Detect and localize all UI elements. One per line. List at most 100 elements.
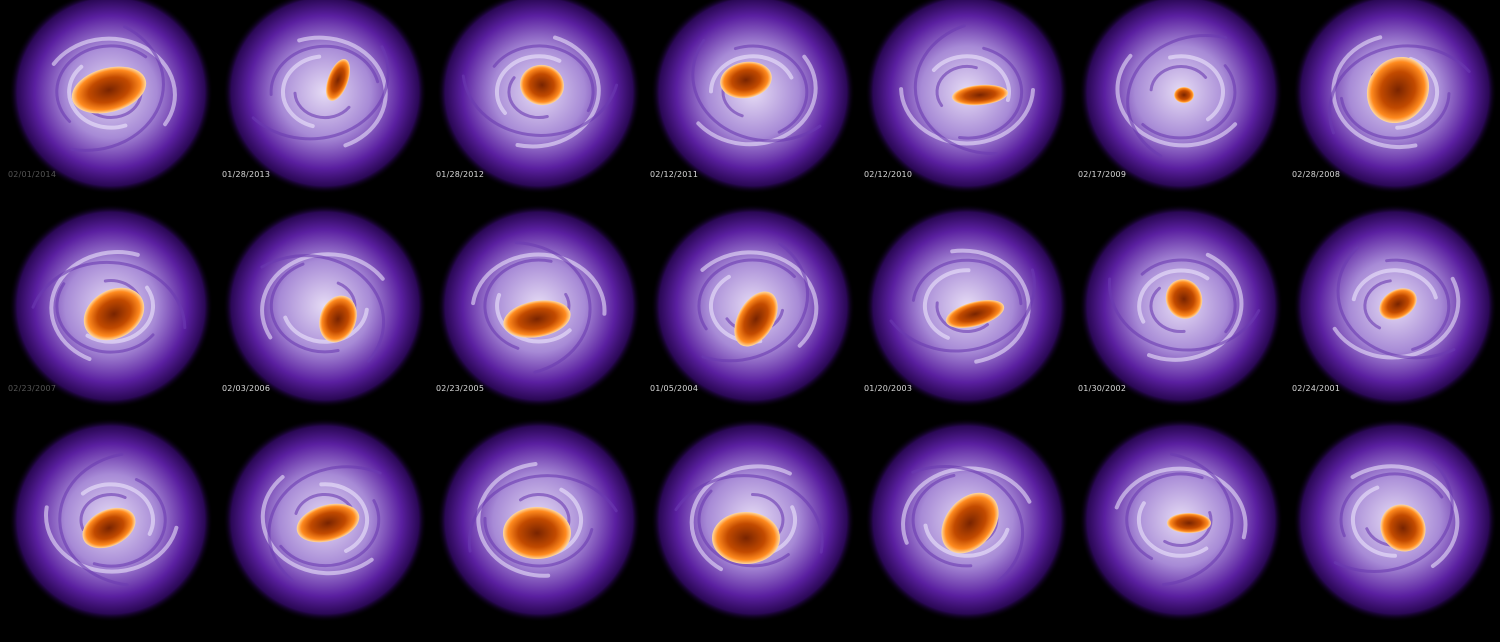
polar-vortex-globe xyxy=(1293,418,1497,622)
polar-vortex-globe xyxy=(437,0,641,194)
swirl-arc xyxy=(1331,35,1418,150)
swirl-arc xyxy=(911,474,973,568)
globe-halo xyxy=(223,0,427,194)
vortex-core xyxy=(1380,504,1426,552)
vortex-core xyxy=(734,291,778,347)
swirl-arc xyxy=(913,24,998,156)
vortex-panel xyxy=(860,418,1074,642)
vortex-panel: 02/01/2014 xyxy=(4,0,218,214)
vortex-panel: 01/20/2003 xyxy=(860,204,1074,428)
swirl-arc xyxy=(58,452,129,587)
vortex-panel xyxy=(4,418,218,642)
swirl-arc xyxy=(467,474,618,553)
swirl-arc xyxy=(691,39,822,143)
polar-vortex-globe xyxy=(1293,204,1497,408)
date-label: 01/28/2013 xyxy=(222,170,271,179)
vortex-panel: 02/23/2005 xyxy=(432,204,646,428)
polar-vortex-globe xyxy=(223,0,427,194)
swirl-arc xyxy=(1115,53,1238,148)
swirl-arc xyxy=(49,250,140,361)
vortex-panel: 02/12/2011 xyxy=(646,0,860,214)
swirl-arc xyxy=(911,465,1025,583)
date-label: 02/24/2001 xyxy=(1292,384,1341,393)
swirl-arc xyxy=(294,492,354,515)
swirl-arc xyxy=(1333,461,1454,573)
swirl-arc xyxy=(86,90,143,120)
vortex-panel: 02/23/2007 xyxy=(4,204,218,428)
date-label: 01/20/2003 xyxy=(864,384,913,393)
swirl-arc xyxy=(79,493,127,532)
polar-vortex-globe xyxy=(651,418,855,622)
swirl-arc xyxy=(923,523,1010,558)
polar-vortex-globe xyxy=(437,418,641,622)
date-label: 02/23/2005 xyxy=(436,384,485,393)
swirl-arc xyxy=(476,462,551,578)
swirl-arc xyxy=(1149,65,1208,92)
swirl-arc xyxy=(55,282,155,354)
swirl-arc xyxy=(950,248,1031,364)
vortex-panel xyxy=(1074,418,1288,642)
swirl-arc xyxy=(495,293,572,344)
swirl-arc xyxy=(319,482,369,553)
vortex-panel: 02/17/2009 xyxy=(1074,0,1288,214)
swirl-arc xyxy=(85,285,155,344)
swirl-arc xyxy=(709,54,794,94)
swirl-arc xyxy=(1126,33,1228,158)
date-label: 02/28/2008 xyxy=(1292,170,1341,179)
polar-vortex-globe xyxy=(865,418,1069,622)
swirl-arc xyxy=(901,466,1032,545)
vortex-panel: 02/03/2006 xyxy=(218,204,432,428)
vortex-panel xyxy=(1288,418,1500,642)
swirl-arc xyxy=(44,505,179,574)
swirl-arc xyxy=(70,25,165,152)
vortex-core xyxy=(82,507,136,549)
date-label: 02/01/2014 xyxy=(8,170,57,179)
polar-vortex-globe xyxy=(1079,204,1283,408)
swirl-arc xyxy=(1351,268,1438,302)
polar-vortex-globe xyxy=(865,0,1069,194)
swirl-arc xyxy=(1168,54,1225,122)
swirl-arc xyxy=(471,252,607,316)
polar-vortex-globe xyxy=(437,204,641,408)
vortex-panel: 02/12/2010 xyxy=(860,0,1074,214)
vortex-core xyxy=(296,503,360,543)
vortex-core xyxy=(503,507,571,559)
swirl-arc xyxy=(1395,56,1440,130)
vortex-core xyxy=(945,300,1005,328)
swirl-arc xyxy=(51,36,177,127)
vortex-panel: 02/28/2008 xyxy=(1288,0,1500,214)
swirl-arc xyxy=(1350,464,1460,568)
polar-vortex-globe xyxy=(9,418,213,622)
swirl-arc xyxy=(293,91,351,119)
swirl-arc xyxy=(80,482,155,536)
swirl-arc xyxy=(1385,258,1451,351)
swirl-arc xyxy=(674,474,824,554)
swirl-arc xyxy=(696,54,818,147)
swirl-arc xyxy=(67,64,128,130)
swirl-arc xyxy=(1339,472,1444,538)
vortex-panel xyxy=(432,418,646,642)
swirl-arc xyxy=(1125,472,1204,560)
vortex-core xyxy=(83,287,145,341)
swirl-arc xyxy=(269,262,340,354)
swirl-arc xyxy=(931,54,1011,102)
date-label: 02/12/2011 xyxy=(650,170,699,179)
swirl-arc xyxy=(1328,44,1471,135)
swirl-arc xyxy=(733,44,809,134)
date-label: 01/05/2004 xyxy=(650,384,699,393)
swirl-arc xyxy=(251,45,390,141)
swirl-arc xyxy=(701,242,810,363)
vortex-panel: 01/30/2002 xyxy=(1074,204,1288,428)
swirl-arc xyxy=(514,241,592,374)
vortex-panel xyxy=(218,418,432,642)
vortex-core xyxy=(712,512,780,564)
swirl-arc xyxy=(911,258,1023,306)
polar-vortex-globe xyxy=(651,0,855,194)
polar-vortex-globe xyxy=(223,204,427,408)
swirl-arc xyxy=(697,258,796,331)
vortex-panel: 01/28/2012 xyxy=(432,0,646,214)
polar-vortex-globe xyxy=(651,204,855,408)
swirl-arc xyxy=(1350,485,1397,558)
swirl-arc xyxy=(1336,246,1456,360)
date-label: 02/17/2009 xyxy=(1078,170,1127,179)
